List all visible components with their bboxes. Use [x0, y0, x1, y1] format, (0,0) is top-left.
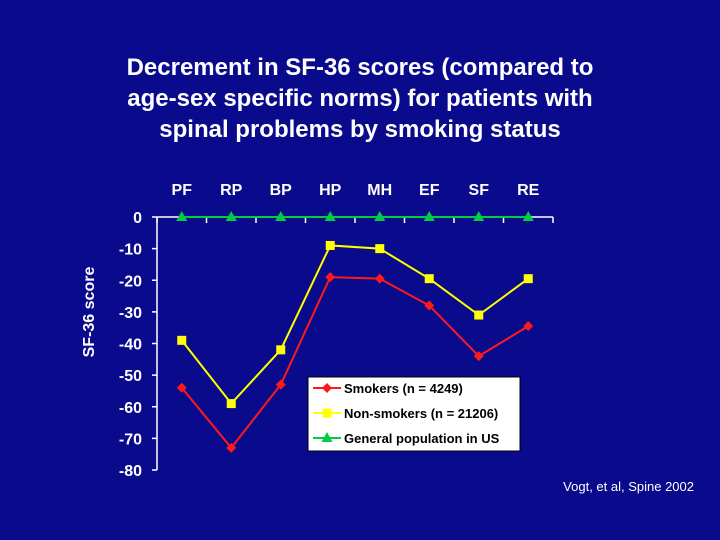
y-tick-label: 0	[133, 210, 142, 227]
data-point	[523, 274, 533, 284]
citation: Vogt, et al, Spine 2002	[563, 479, 694, 494]
title-line: Decrement in SF-36 scores (compared to	[126, 54, 594, 81]
data-point	[424, 274, 434, 284]
data-point	[226, 442, 237, 453]
data-point	[522, 211, 534, 221]
data-point	[375, 244, 385, 254]
data-point	[424, 300, 435, 311]
data-point	[473, 211, 485, 221]
data-point	[276, 345, 286, 355]
chart-title: Decrement in SF-36 scores (compared to a…	[40, 52, 680, 145]
data-point	[325, 240, 335, 250]
legend-label: General population in US	[344, 431, 500, 446]
y-tick-label: -50	[119, 368, 142, 385]
data-point	[374, 273, 385, 284]
x-tick-label: SF	[469, 182, 490, 199]
y-tick-label: -70	[119, 431, 142, 448]
title-line: spinal problems by smoking status	[159, 116, 561, 143]
y-tick-label: -40	[119, 337, 142, 354]
legend-marker	[322, 383, 332, 393]
data-point	[423, 211, 435, 221]
data-point	[374, 211, 386, 221]
x-tick-label: RP	[220, 182, 243, 199]
data-point	[325, 272, 336, 283]
x-tick-label: MH	[367, 182, 392, 199]
y-tick-label: -20	[119, 273, 142, 290]
data-point	[225, 211, 237, 221]
x-tick-label: BP	[270, 182, 293, 199]
legend-label: Non-smokers (n = 21206)	[344, 406, 498, 421]
data-point	[176, 382, 187, 393]
data-point	[473, 351, 484, 362]
y-axis-label: SF-36 score	[81, 267, 98, 358]
data-point	[176, 211, 188, 221]
legend-box	[307, 376, 521, 452]
data-point	[523, 321, 534, 332]
legend-label: Smokers (n = 4249)	[344, 381, 463, 396]
data-point	[275, 211, 287, 221]
data-point	[275, 379, 286, 390]
series-line	[180, 244, 529, 406]
legend-marker	[321, 432, 333, 442]
y-tick-label: -60	[119, 400, 142, 417]
x-tick-label: PF	[172, 182, 193, 199]
legend-marker	[322, 408, 332, 418]
data-point	[226, 399, 236, 409]
title-line: age-sex specific norms) for patients wit…	[127, 85, 593, 112]
x-tick-label: HP	[319, 182, 342, 199]
series-line	[180, 276, 529, 450]
x-tick-label: EF	[419, 182, 440, 199]
y-tick-label: -80	[119, 463, 142, 480]
data-point	[177, 335, 187, 345]
data-point	[474, 310, 484, 320]
x-tick-label: RE	[517, 182, 540, 199]
y-tick-label: -30	[119, 305, 142, 322]
y-tick-label: -10	[119, 242, 142, 259]
data-point	[324, 211, 336, 221]
